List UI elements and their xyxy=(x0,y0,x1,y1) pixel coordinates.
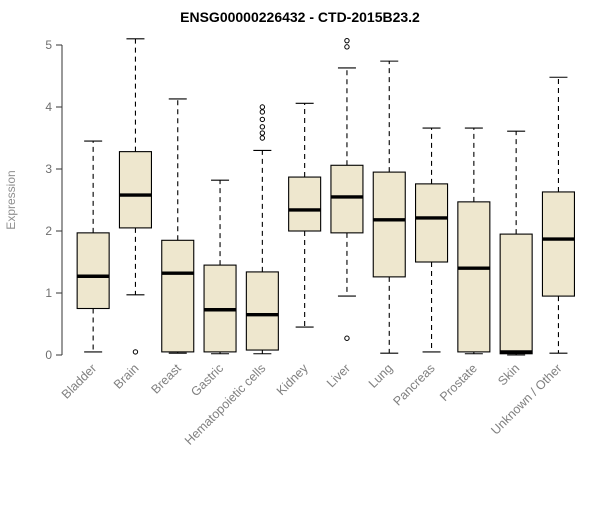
y-tick-label: 2 xyxy=(45,224,52,238)
boxplot-prostate: Prostate xyxy=(437,127,491,404)
category-label: Pancreas xyxy=(390,361,437,408)
outlier-point xyxy=(259,124,266,130)
category-label: Skin xyxy=(495,361,522,388)
y-tick-label: 4 xyxy=(45,100,52,114)
iqr-box xyxy=(330,164,364,234)
iqr-box xyxy=(288,176,322,232)
iqr-box xyxy=(414,183,449,263)
category-label: Hematopoietic cells xyxy=(182,361,269,448)
iqr-box xyxy=(541,191,576,297)
boxplot-liver: Liver xyxy=(324,37,364,390)
iqr-box xyxy=(118,151,152,229)
boxplot-kidney: Kidney xyxy=(274,102,322,398)
outlier-point xyxy=(259,130,266,136)
category-label: Gastric xyxy=(188,361,226,399)
category-label: Lung xyxy=(366,361,396,391)
y-tick-label: 5 xyxy=(45,38,52,52)
outlier-point xyxy=(344,37,350,44)
outlier-point xyxy=(344,335,350,341)
y-tick-label: 0 xyxy=(45,348,52,362)
boxplot-skin: Skin xyxy=(495,130,533,388)
outlier-point xyxy=(344,44,350,50)
iqr-box xyxy=(161,239,195,353)
outlier-point xyxy=(259,104,266,110)
category-label: Bladder xyxy=(59,361,99,401)
outlier-point xyxy=(259,135,266,141)
iqr-box xyxy=(457,201,491,353)
plot-area: 0 1 2 3 4 5 Bladder Brain Breast GastricHematopoi… xyxy=(45,37,576,448)
outlier-point xyxy=(259,116,266,123)
iqr-box xyxy=(499,233,533,355)
iqr-box xyxy=(372,171,406,278)
boxplot-bladder: Bladder xyxy=(59,140,110,402)
boxplot-brain: Brain xyxy=(111,38,152,392)
outlier-point xyxy=(259,109,266,115)
chart-title: ENSG00000226432 - CTD-2015B23.2 xyxy=(180,9,420,25)
y-tick-label: 1 xyxy=(45,286,52,300)
boxplot-lung: Lung xyxy=(366,60,406,391)
category-label: Breast xyxy=(148,361,184,397)
y-axis-label: Expression xyxy=(4,170,18,229)
boxplot-gastric: Gastric xyxy=(188,179,237,399)
iqr-box xyxy=(76,232,110,310)
category-label: Kidney xyxy=(274,361,311,398)
category-label: Prostate xyxy=(437,361,480,404)
iqr-box xyxy=(245,271,279,351)
outlier-point xyxy=(132,349,139,355)
boxplot-breast: Breast xyxy=(148,98,195,397)
category-label: Liver xyxy=(324,361,353,390)
y-tick-label: 3 xyxy=(45,162,52,176)
category-label: Brain xyxy=(111,361,142,392)
